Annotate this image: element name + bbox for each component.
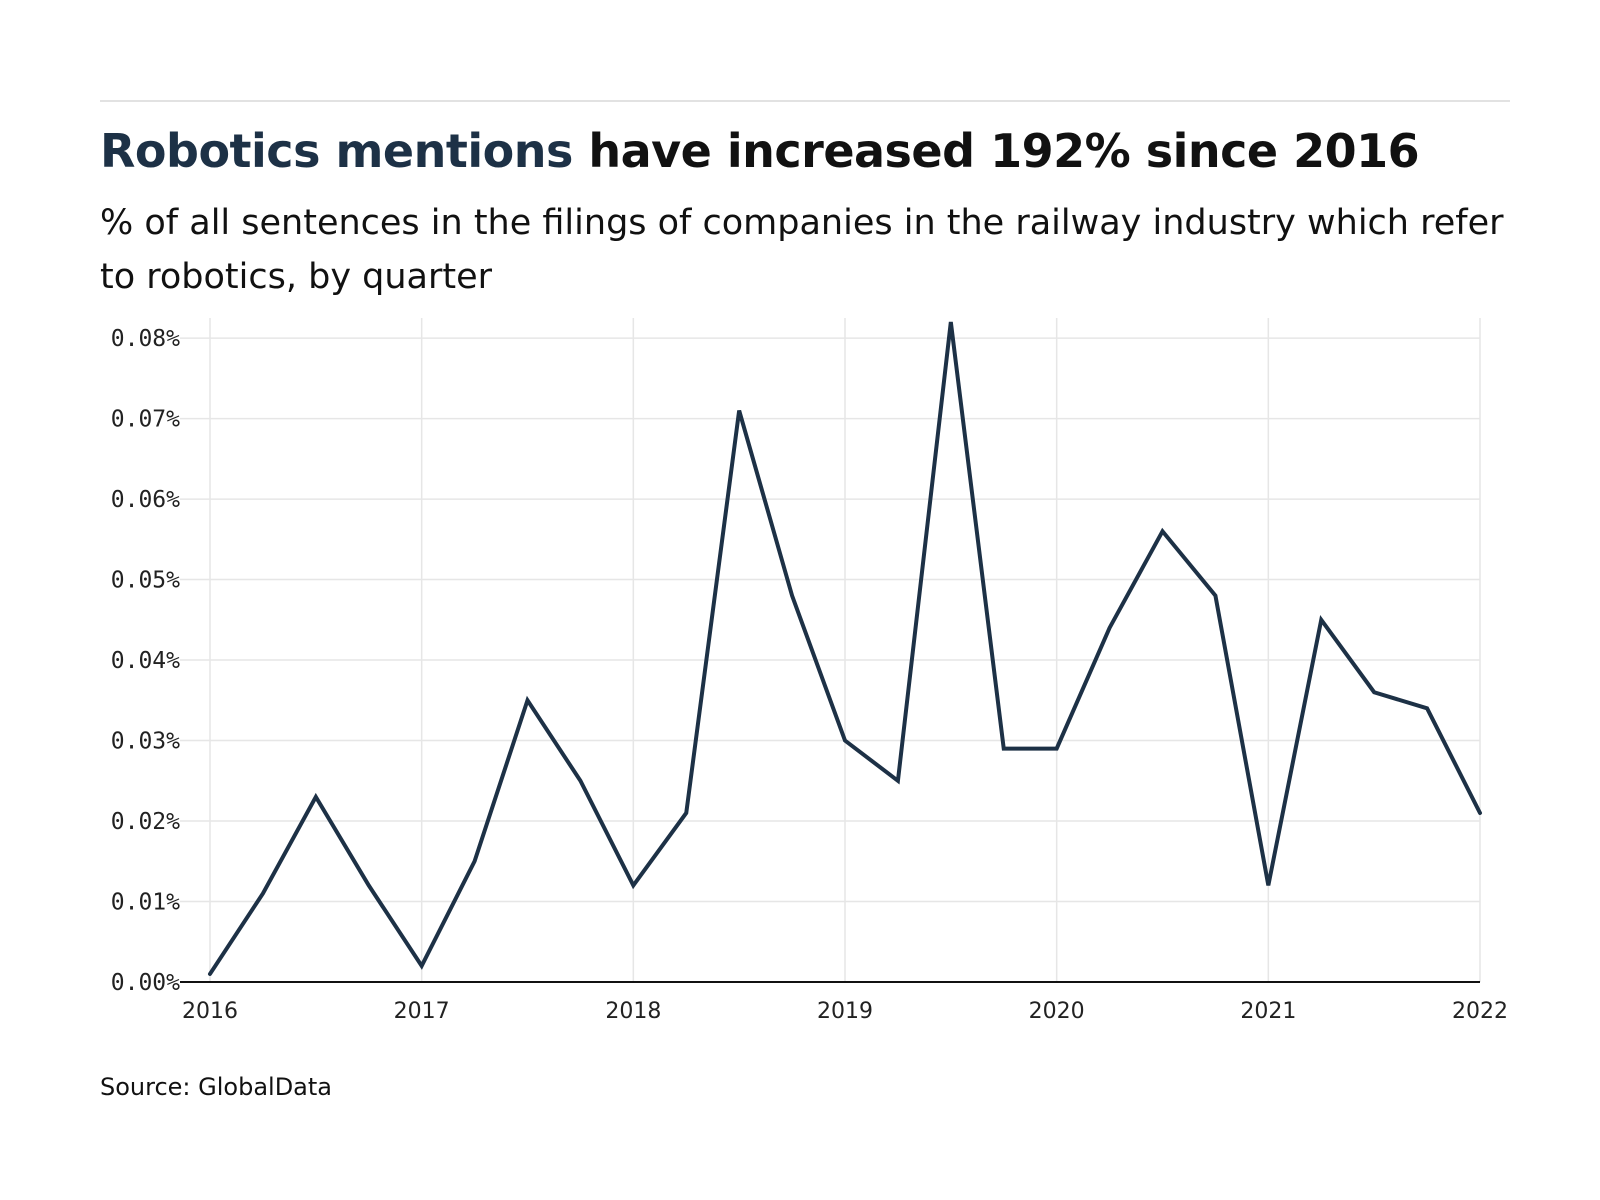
chart-title: Robotics mentions have increased 192% si… bbox=[100, 124, 1420, 178]
y-tick-label: 0.07% bbox=[111, 407, 180, 433]
chart-title-highlight: Robotics mentions bbox=[100, 124, 573, 178]
vertical-gridlines bbox=[209, 318, 1481, 982]
x-tick-label: 2021 bbox=[1240, 999, 1296, 1020]
line-chart: 0.00% 0.01% 0.02% 0.03% 0.04% 0.05% 0.06% 0.07%… bbox=[111, 318, 1508, 1020]
y-tick-label: 0.01% bbox=[111, 890, 180, 916]
x-tick-label: 2018 bbox=[605, 999, 661, 1020]
x-tick-label: 2020 bbox=[1029, 999, 1085, 1020]
y-tick-label: 0.04% bbox=[111, 648, 180, 674]
x-tick-label: 2017 bbox=[394, 999, 450, 1020]
y-tick-label: 0.03% bbox=[111, 729, 180, 755]
y-tick-label: 0.08% bbox=[111, 326, 180, 352]
horizontal-gridlines bbox=[180, 337, 1480, 903]
y-tick-label: 0.02% bbox=[111, 809, 180, 835]
y-tick-label: 0.00% bbox=[111, 970, 180, 996]
y-tick-label: 0.05% bbox=[111, 568, 180, 594]
source-note: Source: GlobalData bbox=[100, 1073, 333, 1101]
chart-title-rest: have increased 192% since 2016 bbox=[572, 124, 1420, 178]
x-tick-label: 2019 bbox=[817, 999, 873, 1020]
x-tick-label: 2022 bbox=[1452, 999, 1508, 1020]
y-tick-label: 0.06% bbox=[111, 487, 180, 513]
top-divider bbox=[100, 100, 1510, 102]
series-layer bbox=[208, 321, 1482, 976]
x-axis-ticks: 2016 2017 2018 2019 2020 2021 2022 bbox=[182, 999, 1508, 1020]
y-axis-ticks: 0.00% 0.01% 0.02% 0.03% 0.04% 0.05% 0.06% 0.07%… bbox=[111, 326, 180, 996]
series-line bbox=[208, 321, 1482, 976]
chart-subtitle: % of all sentences in the filings of com… bbox=[100, 203, 1504, 297]
x-tick-label: 2016 bbox=[182, 999, 238, 1020]
